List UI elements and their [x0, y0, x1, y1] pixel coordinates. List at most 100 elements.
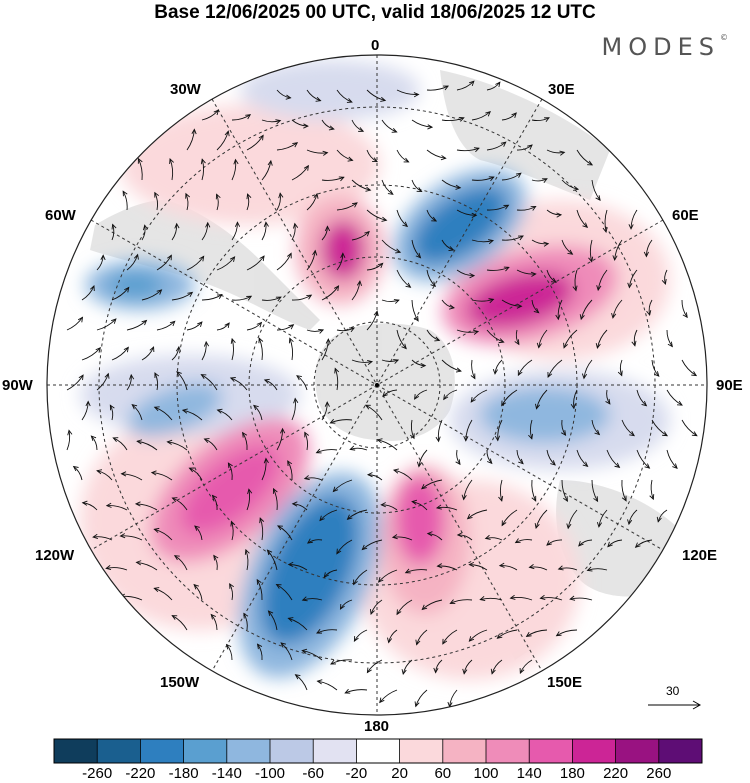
wind-arrow [201, 374, 218, 391]
wind-arrow-head [200, 158, 206, 165]
wind-arrow-head [443, 85, 450, 91]
wind-arrow-head [377, 577, 384, 583]
wind-arrow [437, 565, 458, 571]
wind-arrow-head [380, 502, 387, 508]
wind-arrow [291, 165, 309, 181]
wind-arrow-head [587, 160, 594, 166]
wind-arrow [261, 160, 272, 181]
wind-arrow-head [89, 285, 95, 291]
wind-arrow-head [280, 427, 286, 434]
wind-arrow-head [396, 609, 402, 616]
meridian-label-30e: 30E [548, 81, 575, 98]
wind-arrow [276, 89, 291, 99]
wind-arrow [216, 131, 229, 151]
wind-arrow [650, 479, 654, 500]
wind-arrow-head [364, 230, 370, 237]
wind-arrow [519, 659, 533, 674]
wind-arrow [570, 597, 593, 601]
wind-arrow [154, 406, 173, 421]
wind-arrow-head [329, 418, 336, 424]
wind-arrow [135, 503, 158, 511]
wind-arrow-head [463, 436, 469, 442]
wind-arrow-head [490, 668, 496, 675]
wind-arrow [330, 419, 353, 424]
wind-arrow [277, 525, 293, 541]
wind-arrow [411, 359, 426, 367]
wind-arrow [307, 539, 323, 544]
wind-arrow-head [175, 345, 182, 352]
wind-arrow-head [434, 336, 441, 342]
wind-arrow-head [473, 147, 480, 153]
wind-arrow-head [634, 542, 641, 548]
wind-arrow-head [377, 262, 384, 269]
wind-arrow-head [691, 431, 698, 437]
wind-arrow-head [572, 285, 578, 292]
wind-arrow-head [245, 114, 252, 120]
wind-arrow [288, 617, 308, 631]
wind-arrow [526, 629, 548, 637]
wind-arrow [651, 359, 660, 377]
meridian-label-30w: 30W [170, 81, 201, 98]
wind-arrow [246, 135, 264, 151]
wind-arrow-head [479, 596, 486, 602]
wind-arrow [321, 119, 334, 130]
wind-arrow-head [503, 204, 510, 210]
wind-arrow [540, 597, 563, 601]
wind-arrow-head [258, 134, 264, 141]
wind-arrow [381, 179, 394, 195]
wind-arrow-head [338, 176, 345, 182]
wind-arrow [122, 191, 128, 211]
wind-arrow [351, 179, 371, 191]
wind-arrow [441, 239, 454, 251]
wind-arrow [396, 269, 411, 288]
wind-arrow-head [595, 195, 601, 202]
wind-arrow-head [539, 594, 546, 600]
colorbar-tick-label: -60 [302, 765, 325, 782]
wind-arrow [141, 346, 154, 361]
wind-arrow [289, 338, 294, 361]
wind-arrow-head [367, 359, 374, 366]
wind-arrow-head [582, 222, 589, 228]
wind-arrow-head [486, 458, 493, 465]
wind-arrow-head [203, 340, 210, 347]
wind-arrow-head [105, 564, 112, 571]
wind-arrow-head [246, 193, 252, 200]
wind-arrow-head [485, 111, 491, 117]
colorbar-tick-label: -180 [168, 765, 199, 782]
wind-arrow-head [105, 502, 112, 508]
wind-arrow [167, 441, 188, 451]
wind-arrow-head [682, 312, 688, 319]
wind-arrow-head [500, 141, 507, 147]
wind-arrow [411, 179, 422, 192]
wind-arrow-head [92, 533, 99, 539]
wind-arrow [91, 435, 98, 451]
wind-arrow [392, 536, 413, 541]
wind-arrow-head [334, 367, 340, 374]
wind-arrow [396, 599, 413, 615]
wind-arrow [486, 329, 504, 343]
wind-arrow [531, 178, 548, 182]
wind-arrow [201, 222, 209, 241]
wind-arrow [126, 254, 139, 271]
wind-arrow [276, 324, 294, 331]
wind-arrow-head [315, 448, 322, 454]
wind-arrow-head [291, 501, 298, 507]
wind-arrow-head [194, 525, 200, 531]
wind-arrow [340, 599, 353, 610]
wind-arrow [591, 479, 598, 502]
wind-arrow-head [347, 156, 354, 162]
wind-arrow [442, 629, 458, 645]
wind-arrow-head [185, 192, 190, 199]
colorbar-swatch [572, 739, 617, 763]
wind-arrow-head [387, 189, 394, 195]
wind-arrow [435, 659, 443, 673]
wind-arrow [531, 299, 539, 314]
wind-arrow-head [339, 603, 345, 610]
land-africa [440, 70, 610, 200]
wind-arrow [494, 359, 503, 374]
wind-arrow [204, 438, 218, 451]
wind-arrow [201, 294, 223, 301]
wind-arrow-head [294, 674, 301, 680]
wind-arrow [366, 149, 378, 163]
wind-arrow-head [133, 253, 139, 260]
